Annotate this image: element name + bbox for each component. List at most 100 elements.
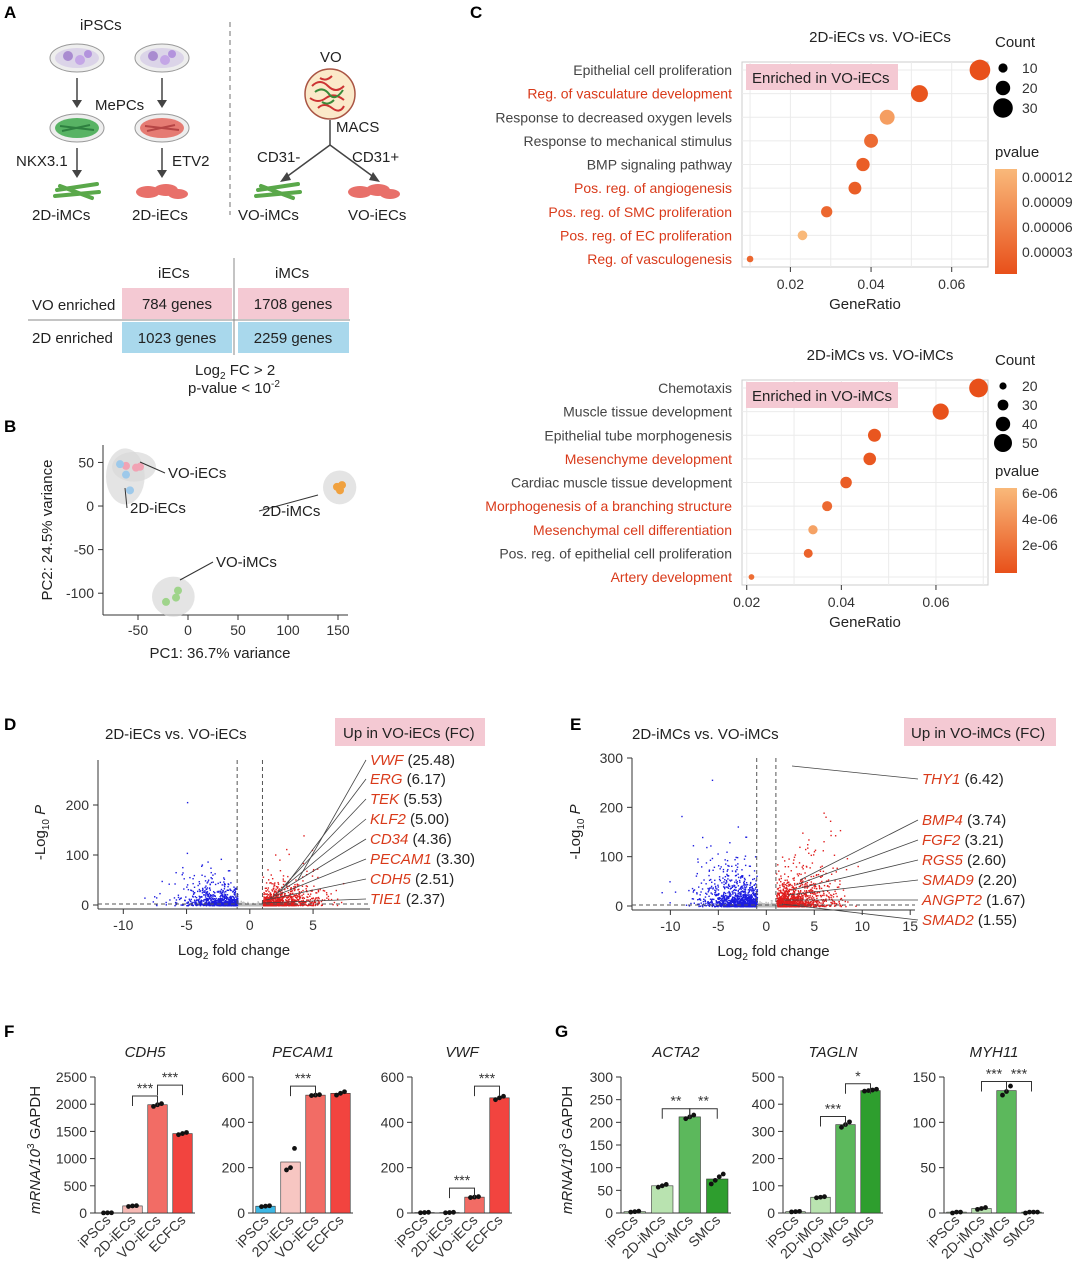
volcano-point: [717, 889, 720, 891]
volcano-point: [709, 901, 712, 904]
volcano-xtick-label: 5: [309, 917, 317, 933]
volcano-point: [227, 898, 230, 900]
volcano-point: [835, 871, 838, 873]
volcano-point: [336, 898, 339, 900]
volcano-point: [309, 902, 312, 904]
volcano-point: [719, 879, 722, 882]
volcano-point: [806, 881, 809, 884]
volcano-point: [311, 875, 314, 877]
volcano-point: [311, 904, 313, 907]
volcano-point: [795, 898, 797, 900]
volcano-point: [270, 902, 273, 905]
volcano-xtick-label: -5: [712, 918, 725, 934]
volcano-point: [738, 901, 741, 903]
volcano-point: [727, 892, 729, 894]
volcano-point: [797, 875, 800, 877]
volcano-point: [271, 877, 274, 880]
volcano-point: [193, 886, 196, 888]
imc-cells-icon: [53, 182, 101, 200]
volcano-point: [739, 896, 741, 898]
volcano-point: [718, 878, 721, 881]
volcano-point: [707, 902, 709, 904]
volcano-point: [734, 900, 737, 903]
volcano-point: [278, 897, 280, 899]
volcano-point: [211, 901, 214, 903]
panel-d-label: D: [4, 715, 16, 734]
volcano-point: [273, 892, 275, 895]
volcano-point: [791, 884, 793, 887]
volcano-point: [726, 895, 728, 897]
volcano-point: [809, 884, 811, 886]
volcano-point: [731, 865, 733, 868]
volcano-point: [206, 893, 209, 896]
volcano-point: [727, 887, 730, 889]
volcano-point: [831, 900, 834, 902]
volcano-point: [203, 899, 205, 901]
volcano-point: [755, 892, 757, 895]
volcano-point: [224, 904, 226, 907]
volcano-point: [313, 902, 315, 904]
volcano-point: [287, 891, 290, 894]
volcano-point: [274, 904, 277, 907]
volcano-point: [716, 901, 718, 904]
volcano-point: [228, 870, 231, 872]
volcano-point: [268, 904, 271, 907]
volcano-point: [291, 903, 293, 906]
volcano-point: [275, 885, 278, 888]
volcano-point: [235, 900, 238, 902]
volcano-point: [715, 890, 717, 892]
volcano-point: [270, 901, 273, 903]
volcano-point: [227, 870, 230, 872]
volcano-gene-leader: [273, 838, 367, 896]
volcano-point: [263, 901, 266, 904]
volcano-point: [787, 875, 790, 878]
volcano-point: [810, 888, 812, 891]
volcano-point: [207, 894, 210, 896]
volcano-point: [752, 892, 755, 894]
volcano-point: [782, 893, 785, 896]
volcano-point: [218, 902, 220, 905]
c-p-legend-label: 0.00006: [1022, 219, 1073, 235]
volcano-point: [290, 890, 293, 893]
volcano-point: [201, 904, 203, 906]
macs-label: MACS: [336, 119, 379, 136]
volcano-point: [796, 899, 799, 902]
volcano-point: [723, 887, 726, 890]
volcano-point: [214, 899, 217, 901]
iec-label: 2D-iECs: [132, 207, 188, 224]
volcano-point: [734, 892, 736, 894]
c-dot: [932, 403, 949, 420]
volcano-point: [727, 878, 729, 880]
volcano-point: [297, 899, 299, 902]
volcano-point: [284, 902, 287, 904]
volcano-point: [313, 900, 316, 903]
volcano-point: [210, 904, 212, 907]
volcano-gene-leader: [277, 818, 367, 893]
volcano-point: [198, 899, 200, 902]
volcano-point: [782, 889, 785, 892]
panel-d: D 2D-iECs vs. VO-iECs Up in VO-iECs (FC)…: [4, 715, 485, 962]
volcano-point: [192, 901, 194, 904]
volcano-point: [187, 888, 190, 891]
volcano-point: [778, 890, 780, 892]
volcano-point: [288, 853, 290, 856]
volcano-point: [193, 874, 196, 877]
volcano-point: [277, 893, 279, 895]
volcano-point: [818, 885, 820, 887]
volcano-point: [287, 875, 289, 878]
volcano-point: [786, 891, 789, 894]
volcano-point: [302, 904, 304, 907]
volcano-point: [281, 898, 284, 900]
volcano-point: [279, 900, 282, 902]
volcano-point: [284, 888, 286, 891]
volcano-point: [793, 879, 795, 881]
volcano-point: [810, 881, 813, 883]
volcano-point: [735, 895, 737, 898]
volcano-point: [206, 891, 209, 893]
volcano-point: [236, 904, 239, 907]
volcano-point: [284, 880, 286, 883]
volcano-point: [197, 890, 199, 893]
volcano-point: [235, 904, 238, 907]
volcano-point: [211, 897, 214, 900]
volcano-point: [275, 899, 277, 902]
